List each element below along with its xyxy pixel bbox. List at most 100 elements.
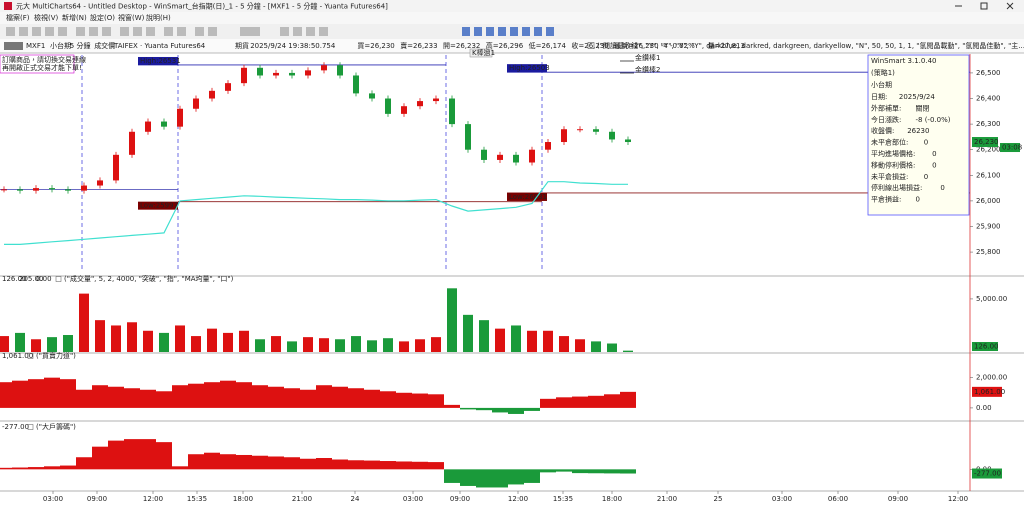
histogram-bar — [396, 461, 412, 470]
candle — [209, 90, 215, 99]
tool-icon[interactable] — [89, 27, 98, 36]
candle — [33, 188, 39, 191]
tool-icon[interactable] — [146, 27, 155, 36]
y-tick-label: 25,900 — [976, 222, 1001, 230]
tool-icon[interactable] — [19, 27, 28, 36]
histogram-bar — [588, 469, 604, 474]
x-tick-label: 12:00 — [508, 495, 528, 503]
title-bar — [0, 0, 1024, 12]
panel-header-value: -277.00 — [2, 423, 29, 431]
histogram-bar — [508, 407, 524, 414]
quote-item: 期貨 — [235, 41, 249, 50]
candle — [257, 67, 263, 76]
histogram-bar — [108, 386, 124, 408]
tool-icon[interactable] — [306, 27, 315, 36]
last-value: 1,061.00 — [974, 388, 1005, 396]
bar-tag: K棒過1 — [472, 48, 495, 57]
level-label: High:26503 — [509, 64, 550, 72]
last-value-box — [972, 468, 1002, 479]
histogram-bar — [572, 469, 588, 474]
menu-item[interactable]: 設定(O) — [90, 13, 115, 22]
tool-icon[interactable] — [240, 27, 260, 36]
tool-icon[interactable] — [208, 27, 217, 36]
tool-icon[interactable] — [133, 27, 142, 36]
tool-icon[interactable] — [164, 27, 173, 36]
volume-bar — [111, 325, 121, 352]
histogram-bar — [412, 393, 428, 408]
menu-item[interactable]: 新增(N) — [62, 13, 87, 22]
toolbar-icons — [6, 27, 328, 36]
quote-item: 5 分鐘 — [70, 41, 91, 50]
candle — [65, 189, 71, 191]
histogram-bar — [188, 454, 204, 470]
nav-icon[interactable] — [498, 27, 506, 36]
level-label: Low:25997 — [140, 202, 178, 210]
menu-item[interactable]: 檔案(F) — [6, 13, 30, 22]
menu-item[interactable]: 視窗(W) — [118, 13, 145, 22]
volume-bar — [543, 330, 553, 352]
candle — [97, 180, 103, 186]
notice-text: 訂購商品，請切換交易連線 — [2, 55, 86, 64]
histogram-bar — [92, 385, 108, 408]
window-title: 元大 MultiCharts64 - Untitled Desktop - Wi… — [16, 2, 388, 11]
maximize-button[interactable] — [980, 2, 988, 10]
histogram-bar — [380, 391, 396, 408]
candle — [305, 70, 311, 76]
histogram-bar — [444, 404, 460, 408]
volume-bar — [623, 350, 633, 352]
last-price-box — [972, 137, 998, 148]
candle — [161, 121, 167, 127]
tool-icon[interactable] — [58, 27, 67, 36]
histogram-bar — [44, 377, 60, 408]
tool-icon[interactable] — [319, 27, 328, 36]
histogram-bar — [348, 388, 364, 408]
tool-icon[interactable] — [102, 27, 111, 36]
info-strategy: (策略1) — [871, 68, 895, 77]
bar-tag-box — [469, 48, 493, 58]
params-icon — [55, 276, 62, 282]
menu-item[interactable]: 說明(H) — [146, 13, 171, 22]
nav-icon[interactable] — [534, 27, 542, 36]
tool-icon[interactable] — [76, 27, 85, 36]
tool-icon[interactable] — [195, 27, 204, 36]
menu-item[interactable]: 檢視(V) — [34, 13, 59, 22]
tool-icon[interactable] — [45, 27, 54, 36]
volume-bar — [47, 337, 57, 352]
tool-icon[interactable] — [32, 27, 41, 36]
tool-icon[interactable] — [120, 27, 129, 36]
tool-icon[interactable] — [280, 27, 289, 36]
volume-bar — [127, 322, 137, 352]
volume-bar — [399, 341, 409, 352]
close-button[interactable] — [1006, 2, 1014, 10]
candle — [129, 131, 135, 155]
nav-icon[interactable] — [522, 27, 530, 36]
histogram-bar — [524, 407, 540, 411]
y-tick-label: 2,000.00 — [976, 374, 1007, 382]
y-tick-label: 26,000 — [976, 197, 1001, 205]
y-tick-label: 26,300 — [976, 120, 1001, 128]
nav-icon[interactable] — [546, 27, 554, 36]
candle — [561, 129, 567, 143]
x-tick-label: 12:00 — [143, 495, 163, 503]
nav-icon[interactable] — [474, 27, 482, 36]
volume-bar — [31, 339, 41, 352]
histogram-bar — [60, 465, 76, 470]
histogram-bar — [428, 394, 444, 408]
nav-icon[interactable] — [510, 27, 518, 36]
volume-bar — [0, 336, 9, 352]
candle — [577, 129, 583, 131]
quote-item: 量=27,813 — [708, 42, 745, 50]
tool-icon[interactable] — [177, 27, 186, 36]
candle — [593, 129, 599, 132]
window-controls — [955, 2, 1014, 10]
nav-icon[interactable] — [486, 27, 494, 36]
tool-icon[interactable] — [6, 27, 15, 36]
tool-icon[interactable] — [293, 27, 302, 36]
info-label: 停利線出場損益: — [871, 183, 922, 192]
quote-item: 成交價 — [94, 41, 115, 50]
histogram-bar — [444, 469, 460, 483]
nav-icon[interactable] — [462, 27, 470, 36]
volume-bar — [207, 328, 217, 352]
histogram-bar — [124, 388, 140, 408]
